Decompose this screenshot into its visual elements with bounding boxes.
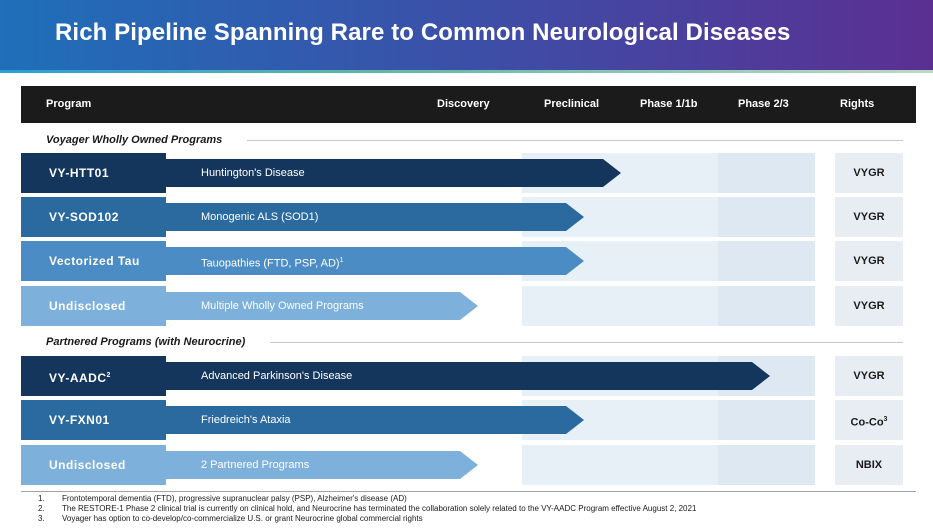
indication-label: Huntington's Disease	[201, 167, 305, 179]
footnote-ref: 1	[339, 257, 344, 264]
stage-bg	[718, 286, 815, 326]
program-vectorized-tau: Vectorized Tau	[21, 241, 166, 281]
program-label: VY-AADC	[49, 371, 107, 385]
header-discovery: Discovery	[437, 98, 490, 110]
header-phase2: Phase 2/3	[738, 98, 789, 110]
section-owned-label: Voyager Wholly Owned Programs	[46, 134, 223, 146]
progress-arrow-vy-fxn01: Friedreich's Ataxia	[166, 406, 584, 434]
indication-label: Friedreich's Ataxia	[201, 414, 291, 426]
footnote-ref: 2	[106, 372, 111, 379]
footnote-number: 1.	[38, 494, 45, 503]
program-label: Vectorized Tau	[49, 254, 140, 268]
program-undisclosed-owned: Undisclosed	[21, 286, 166, 326]
footnote-text: The RESTORE-1 Phase 2 clinical trial is …	[62, 504, 697, 513]
program-vy-htt01: VY-HTT01	[21, 153, 166, 193]
rights-vy-sod102: VYGR	[835, 197, 903, 237]
footnote-text: Frontotemporal dementia (FTD), progressi…	[62, 494, 407, 503]
footnote-3: 3. Voyager has option to co-develop/co-c…	[26, 514, 906, 524]
progress-arrow-vectorized-tau: Tauopathies (FTD, PSP, AD)1	[166, 247, 584, 275]
indication-label: Monogenic ALS (SOD1)	[201, 211, 319, 223]
progress-arrow-undisclosed-partnered: 2 Partnered Programs	[166, 451, 478, 479]
page-title: Rich Pipeline Spanning Rare to Common Ne…	[55, 19, 791, 46]
rights-undisclosed-owned: VYGR	[835, 286, 903, 326]
stage-bg	[718, 197, 815, 237]
section-partnered-label: Partnered Programs (with Neurocrine)	[46, 336, 246, 348]
rights-vy-aadc: VYGR	[835, 356, 903, 396]
indication-label: 2 Partnered Programs	[201, 459, 310, 471]
stage-bg	[718, 400, 815, 440]
program-label: Undisclosed	[49, 458, 126, 472]
header-phase1: Phase 1/1b	[640, 98, 698, 110]
stage-bg	[718, 445, 815, 485]
title-bar	[0, 0, 933, 70]
indication-label: Tauopathies (FTD, PSP, AD)1	[201, 257, 344, 270]
footnote-1: 1. Frontotemporal dementia (FTD), progre…	[26, 494, 906, 504]
stage-bg	[718, 241, 815, 281]
header-program: Program	[46, 98, 92, 110]
program-vy-sod102: VY-SOD102	[21, 197, 166, 237]
indication-label: Multiple Wholly Owned Programs	[201, 300, 364, 312]
footnote-divider	[21, 491, 916, 492]
program-label: VY-FXN01	[49, 413, 110, 427]
title-rule	[0, 70, 933, 73]
footnote-ref: 3	[883, 416, 888, 423]
program-label: VY-HTT01	[49, 166, 110, 180]
stage-bg	[522, 286, 718, 326]
section-partnered-rule	[270, 342, 903, 343]
footnote-number: 3.	[38, 514, 45, 523]
program-vy-fxn01: VY-FXN01	[21, 400, 166, 440]
progress-arrow-vy-htt01: Huntington's Disease	[166, 159, 621, 187]
program-vy-aadc: VY-AADC2	[21, 356, 166, 396]
footnote-text: Voyager has option to co-develop/co-comm…	[62, 514, 423, 523]
program-label: VY-SOD102	[49, 210, 119, 224]
program-label: Undisclosed	[49, 299, 126, 313]
section-owned-rule	[247, 140, 903, 141]
rights-undisclosed-partnered: NBIX	[835, 445, 903, 485]
footnote-number: 2.	[38, 504, 45, 513]
header-preclinical: Preclinical	[544, 98, 600, 110]
rights-vy-fxn01: Co-Co3	[835, 400, 903, 440]
program-undisclosed-partnered: Undisclosed	[21, 445, 166, 485]
stage-bg	[718, 153, 815, 193]
indication-label: Advanced Parkinson's Disease	[201, 370, 353, 382]
rights-vectorized-tau: VYGR	[835, 241, 903, 281]
footnote-2: 2. The RESTORE-1 Phase 2 clinical trial …	[26, 504, 906, 514]
header-rights: Rights	[840, 98, 875, 110]
progress-arrow-undisclosed-owned: Multiple Wholly Owned Programs	[166, 292, 478, 320]
pipeline-header: Program Discovery Preclinical Phase 1/1b…	[21, 86, 916, 123]
progress-arrow-vy-sod102: Monogenic ALS (SOD1)	[166, 203, 584, 231]
stage-bg	[522, 445, 718, 485]
footnotes: 1. Frontotemporal dementia (FTD), progre…	[26, 494, 906, 524]
rights-vy-htt01: VYGR	[835, 153, 903, 193]
progress-arrow-vy-aadc: Advanced Parkinson's Disease	[166, 362, 770, 390]
